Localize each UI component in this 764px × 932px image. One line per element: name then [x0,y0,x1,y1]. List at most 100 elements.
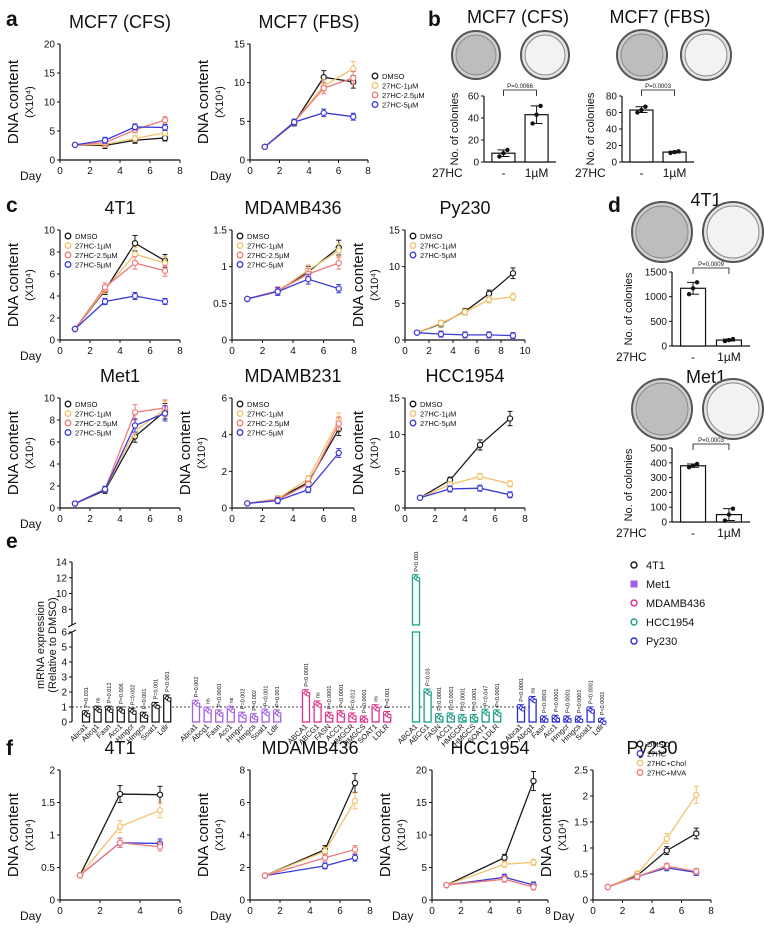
y-tick-label: 0.5 [574,870,588,881]
series-line-27hc-chol [607,794,697,888]
data-point [131,250,139,258]
y-tick-label: 0 [473,158,479,169]
legend-marker [64,261,72,268]
colony-data-point [694,280,700,285]
series-line-27hc-mva [607,865,697,888]
y-axis-title: DNA content [5,242,22,327]
x-tick-label: 0 [57,166,63,177]
y-tick-label: 0 [61,718,67,729]
legend-marker [236,232,244,240]
x-tick-label: 2 [458,906,464,917]
expression-point [532,698,537,704]
data-point [501,854,508,861]
legend-label: 27HC-5µM [420,419,456,428]
legend-marker [409,242,417,249]
colony-data-point [501,151,506,156]
legend-marker [371,72,379,80]
colony-data-point [722,338,728,344]
data-point [693,868,700,875]
x-tick-label: 6 [337,906,343,917]
expression-point [218,712,224,717]
x-tick-label: 2 [426,346,432,357]
legend-marker [236,400,244,408]
x-tick-label: 2 [260,514,266,525]
p-value-label: P<0.0001 [542,689,548,713]
y-tick-label: 12 [56,573,68,584]
expression-point [462,716,467,722]
x-tick-label: 4 [137,906,143,917]
data-point [131,239,139,247]
data-point [161,124,169,131]
legend-marker [630,618,638,626]
expression-point [485,711,490,717]
p-value-label: P<0.0001 [327,686,333,710]
y-tick-label: 5 [394,467,400,478]
legend-marker [371,91,379,99]
legend-label: DMSO [420,232,443,241]
p-value-label: P<0.0001 [495,683,501,707]
x-tick-label: 6 [147,346,153,357]
x-tick-label: 4 [117,166,123,177]
data-point [261,143,268,151]
data-point [320,74,327,81]
x-tick-label: 0 [229,346,235,357]
expression-point [155,704,160,710]
data-point [506,491,514,498]
colony-bar [629,109,654,163]
y-tick-label: 2 [49,314,55,325]
colony-bar [679,465,707,523]
y-tick-label: 6 [49,270,55,281]
x-tick-label: 6 [679,906,685,917]
legend-label: 27HC-5µM [247,261,283,270]
legend-marker [64,429,72,436]
legend-marker [636,759,644,767]
expression-point [85,712,91,718]
chart-c2-mdamb436-growth: MDAMB436 0 0.5 1 1.5 0 2 4 6 8 DMSO27HC-1µM27HC-2.… [213,198,357,357]
data-point [131,422,139,429]
x-tick-label: 0 [247,906,253,917]
expression-bar [411,631,421,723]
data-point [335,420,342,427]
y-tick-label: 1.5 [213,226,227,237]
data-point [71,500,79,507]
data-point [604,883,611,891]
data-point [501,876,508,883]
y-axis-title: DNA content [177,410,194,495]
y-tick-label: 400 [650,458,667,469]
data-point [350,65,357,72]
y-tick-label: 1.5 [41,798,55,809]
y-tick-label: 10 [44,394,56,405]
p-value-label: ns [206,698,212,704]
x-tick-label: 8 [177,166,183,177]
chart-title: MDAMB436 [244,198,341,218]
legend-label: DMSO [247,400,270,409]
y-axis-unit: (X10⁴) [24,86,36,118]
x-tick-label: 4 [117,346,123,357]
y-axis-unit: (X10⁴) [196,437,208,469]
x-tick-label: 8 [351,514,357,525]
x-tick-label: 8 [365,166,371,177]
p-value-label: ns [374,696,380,702]
data-point [161,116,169,124]
expression-point [363,718,369,723]
legend-label: 27HC-2.5µM [75,251,118,260]
y-tick-label: 0 [421,896,427,907]
significance-bracket [692,267,730,274]
x-tick-label: 10 [519,346,531,357]
y-tick-label: 0 [394,504,400,515]
y-axis-title: No. of colonies [449,92,461,165]
legend-label: 27HC-5µM [382,101,418,110]
x-tick-label: 6 [321,346,327,357]
chart-title: 4T1 [104,738,135,758]
expression-point [253,715,259,721]
y-tick-label: 1000 [645,292,668,303]
y-tick-label: 1.5 [574,818,588,829]
x-tick-label: 0 [247,166,253,177]
expression-bar [301,692,311,723]
y-tick-label: 6 [221,394,227,405]
p-value-label: P=0.002 [252,690,258,711]
p-value-label: ns [96,697,102,703]
p-value-label: P=0.012 [107,683,113,704]
series-line-27hc-5-m [247,452,340,505]
x-tick-label: 4 [450,346,456,357]
